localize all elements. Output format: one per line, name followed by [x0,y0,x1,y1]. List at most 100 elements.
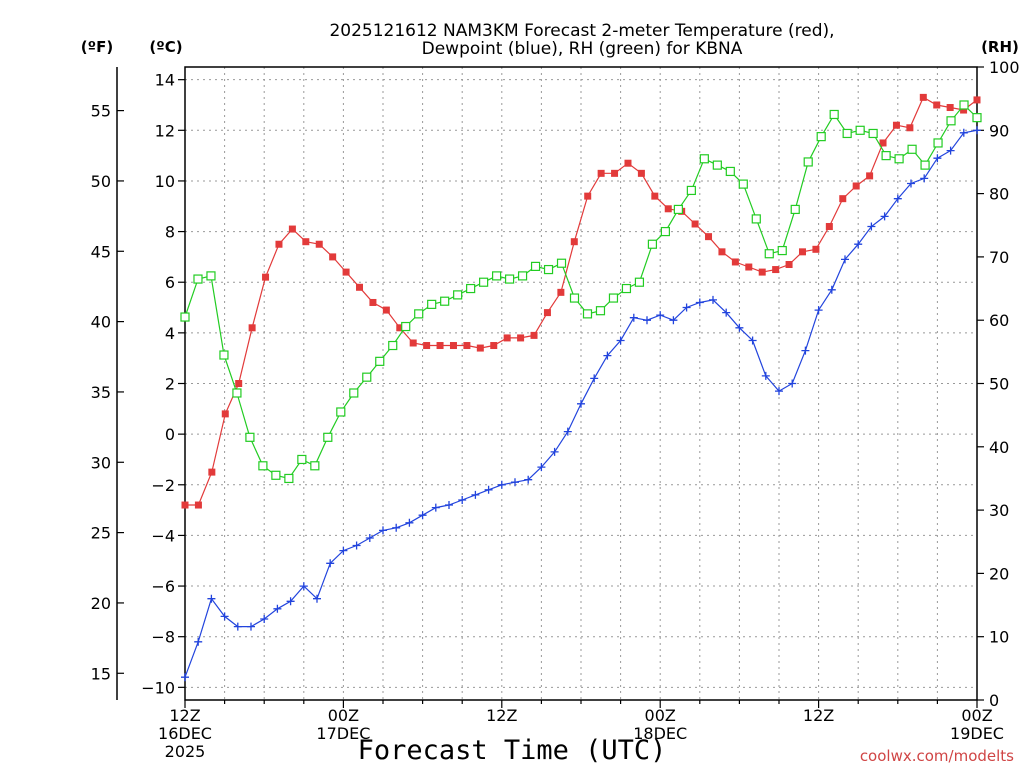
rh-point-47 [790,204,800,215]
dewpoint-point-55 [907,179,915,188]
temperature-point-48 [825,223,833,231]
rh-point-52 [855,125,865,135]
rh-tick-label-6: 40 [989,438,1009,457]
x-tick-label-5-line-0: 00Z [961,706,992,725]
dewpoint-point-48 [814,306,823,315]
rh-point-28 [543,264,554,275]
rh-point-17 [401,321,411,332]
temperature-point-3 [221,410,229,418]
rh-point-37 [660,226,670,237]
celsius-tick-label-9: −4 [151,526,175,545]
fahrenheit-axis-unit: (ºF) [81,38,113,56]
temperature-point-9 [302,238,310,246]
temperature-point-42 [745,263,753,271]
temperature-point-58 [960,106,968,114]
rh-tick-label-9: 10 [989,628,1009,647]
dewpoint-point-56 [920,174,929,183]
celsius-tick-label-6: 2 [165,375,175,394]
x-axis-title: Forecast Time (UTC) [358,735,667,766]
rh-point-38 [673,204,683,215]
celsius-axis-unit: (ºC) [149,38,182,56]
temperature-point-39 [705,233,713,241]
credit-label: coolwx.com/modelts [860,747,1014,765]
rh-point-1 [193,274,203,284]
rh-point-9 [297,454,307,465]
fahrenheit-tick-label-6: 25 [91,524,111,543]
rh-point-40 [699,154,709,164]
temperature-point-50 [852,182,860,190]
temperature-point-8 [288,225,296,233]
rh-point-35 [634,277,645,287]
celsius-tick-label-11: −8 [151,628,175,647]
rh-tick-label-5: 50 [989,375,1009,394]
fahrenheit-tick-label-5: 30 [91,453,111,472]
dewpoint-point-45 [775,387,783,396]
dewpoint-point-23 [484,485,493,494]
dewpoint-point-22 [471,490,480,499]
dewpoint-point-44 [761,371,770,380]
dewpoint-point-59 [959,128,968,137]
x-tick-label-0-line-1: 16DEC [158,724,212,743]
temperature-point-46 [798,248,806,256]
celsius-tick-label-0: 14 [155,71,175,90]
dewpoint-point-60 [973,126,981,135]
x-tick-label-0-line-0: 12Z [169,706,200,725]
celsius-tick-label-7: 0 [165,425,175,444]
dewpoint-point-15 [379,526,387,535]
rh-point-18 [414,309,424,319]
dewpoint-point-34 [629,313,638,322]
dewpoint-point-1 [194,637,203,646]
rh-point-48 [803,157,813,167]
rh-point-41 [712,160,722,170]
temperature-point-59 [973,96,981,104]
temperature-point-40 [718,248,726,256]
rh-point-55 [894,154,904,164]
dewpoint-point-21 [458,496,467,504]
dewpoint-point-58 [946,146,955,155]
dewpoint-point-8 [286,597,295,606]
celsius-tick-label-8: −2 [151,476,175,495]
temperature-point-38 [691,220,699,228]
rh-point-43 [738,179,748,189]
chart-title-line-1: 2025121612 NAM3KM Forecast 2-meter Tempe… [329,21,834,41]
temperature-point-33 [624,159,632,167]
fahrenheit-tick-label-7: 20 [91,594,111,613]
dewpoint-point-16 [392,523,401,532]
temperature-point-22 [476,344,484,352]
temperature-point-4 [235,380,243,387]
series-layer [180,93,982,682]
celsius-tick-label-1: 12 [155,121,175,140]
rh-tick-label-1: 90 [989,121,1009,140]
dewpoint-point-27 [537,463,546,472]
dewpoint-point-43 [748,336,757,345]
rh-point-50 [829,109,839,120]
dewpoint-point-53 [880,212,889,221]
rh-tick-label-4: 60 [989,311,1009,330]
temperature-point-6 [262,273,270,281]
dewpoint-point-39 [695,298,704,307]
dewpoint-point-19 [431,503,440,512]
temperature-point-45 [785,260,793,268]
temperature-point-21 [463,342,471,350]
rh-point-57 [920,160,930,170]
dewpoint-point-42 [735,323,744,332]
temperature-point-16 [396,324,404,332]
temperature-point-54 [906,124,914,132]
temperature-point-29 [570,238,578,246]
dewpoint-point-49 [827,285,836,294]
chart-title-line-2: Dewpoint (blue), RH (green) for KBNA [422,39,743,59]
dewpoint-point-2 [207,594,216,603]
rh-point-27 [530,261,541,271]
temperature-point-1 [194,501,202,509]
temperature-point-36 [664,205,672,213]
dewpoint-point-11 [326,559,335,568]
fahrenheit-tick-label-1: 50 [91,172,111,191]
tick-labels-layer: 14121086420−2−4−6−8−10555045403530252015… [91,58,1020,761]
dewpoint-point-0 [181,673,189,682]
temperature-point-34 [637,169,645,177]
temperature-point-27 [543,309,551,317]
rh-point-26 [517,271,528,281]
dewpoint-point-37 [669,316,678,325]
